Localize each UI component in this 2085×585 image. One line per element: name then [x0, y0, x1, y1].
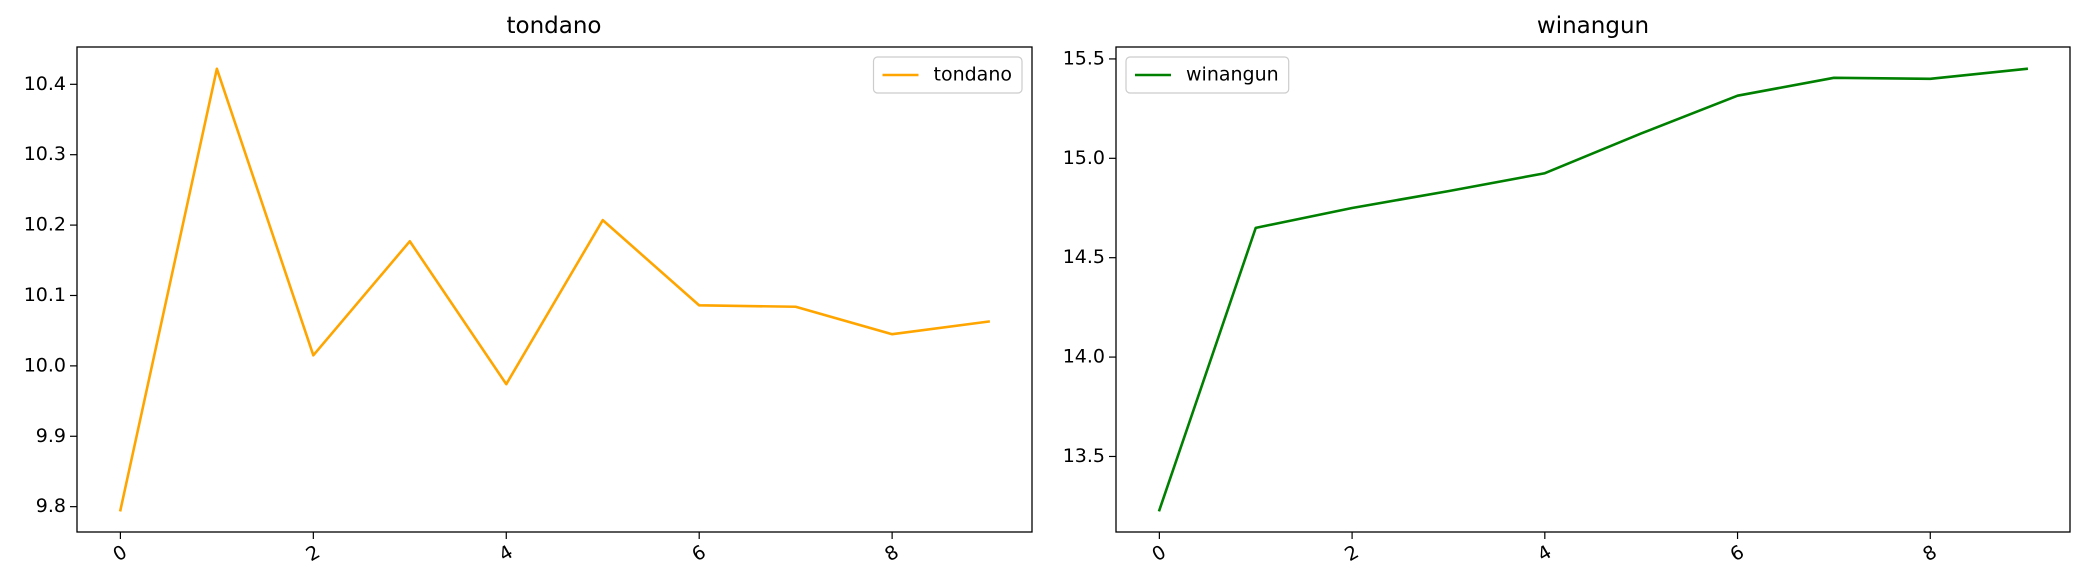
legend-box — [872, 56, 1023, 94]
y-tick-label: 14.0 — [1063, 346, 1105, 368]
series-line-tondano — [118, 67, 991, 512]
y-tick-label: 9.9 — [36, 425, 66, 447]
y-tick-label: 15.5 — [1063, 47, 1105, 69]
y-tick-label: 10.3 — [24, 143, 66, 165]
y-tick-label: 10.1 — [24, 284, 66, 306]
y-tick-label: 10.4 — [24, 73, 66, 95]
axes-frame — [76, 46, 1033, 533]
legend-label: tondano — [934, 64, 1013, 86]
y-tick-label: 14.5 — [1063, 246, 1105, 268]
legend-label: winangun — [1186, 64, 1279, 86]
legend: winangun — [1125, 56, 1290, 94]
legend-box — [1125, 56, 1290, 94]
axes-frame — [1115, 46, 2071, 533]
legend: tondano — [872, 56, 1023, 94]
chart-title: tondano — [506, 13, 601, 39]
y-tick-label: 15.0 — [1063, 147, 1105, 169]
y-tick-label: 10.2 — [24, 214, 66, 236]
series-line-winangun — [1157, 67, 2029, 512]
chart-title: winangun — [1537, 13, 1649, 39]
y-tick-label: 10.0 — [24, 354, 66, 376]
y-tick-label: 9.8 — [36, 495, 66, 517]
y-tick-label: 13.5 — [1063, 445, 1105, 467]
